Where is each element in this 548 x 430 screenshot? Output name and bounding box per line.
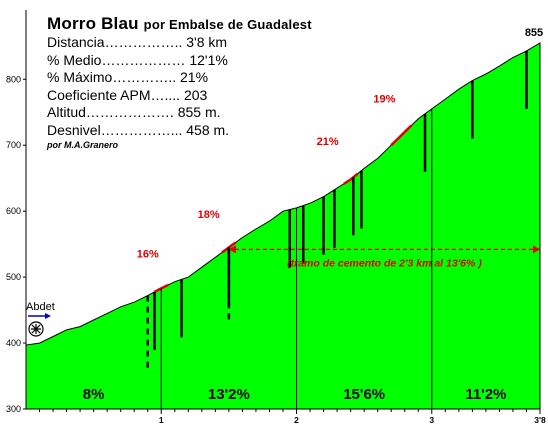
author-credit: por M.A.Granero	[47, 140, 119, 150]
stat-altitude: Altitud………………. 855 m.	[47, 104, 221, 120]
start-label: Abdet	[26, 301, 55, 313]
plot-area: (tramo de cemento de 2'3 km al 13'6% )16…	[6, 10, 546, 425]
slope-label-1: 16%	[137, 248, 159, 260]
steep-segment-3	[343, 172, 359, 185]
x-tick-label-3: 3'8	[534, 415, 546, 425]
route-name: Morro Blau	[47, 14, 139, 33]
start-point-icon-cross	[31, 324, 41, 334]
slope-label-2: 18%	[198, 209, 220, 221]
stat-max-grade: % Máximo………….. 21%	[47, 69, 209, 85]
start-arrow-head	[45, 313, 51, 319]
route-title: Morro Blau por Embalse de Guadalest	[47, 14, 312, 34]
peak-altitude-label: 855	[525, 27, 543, 39]
y-tick-label-600: 600	[6, 206, 21, 216]
stat-distance: Distancia…………….. 3'8 km	[47, 34, 228, 50]
slope-label-3: 21%	[317, 136, 339, 148]
stat-average-grade: % Medio……………… 12'1%	[47, 51, 228, 68]
segment-grade-1: 8%	[83, 386, 105, 403]
segment-grade-4: 11'2%	[465, 386, 506, 403]
y-tick-label-300: 300	[6, 404, 21, 414]
slope-label-4: 19%	[373, 93, 395, 105]
cement-note: (tramo de cemento de 2'3 km al 13'6% )	[287, 257, 482, 269]
route-info-panel: Morro Blau por Embalse de Guadalest Dist…	[47, 14, 312, 150]
route-subtitle: por Embalse de Guadalest	[143, 17, 312, 32]
y-tick-label-500: 500	[6, 272, 21, 282]
stat-apm-coefficient: Coeficiente APM….... 203	[47, 86, 208, 103]
segment-grade-2: 13'2%	[208, 386, 250, 403]
cement-arrow-right-head	[533, 245, 540, 254]
x-tick-label-2: 3	[429, 415, 434, 425]
steep-segment-1	[153, 283, 169, 294]
cement-arrow-left-head	[228, 245, 236, 254]
steep-segment-2	[221, 241, 237, 254]
y-tick-label-700: 700	[6, 140, 21, 150]
x-tick-label-0: 1	[159, 415, 164, 425]
x-tick-label-1: 2	[294, 415, 299, 425]
stat-elevation-gain: Desnivel……………... 458 m.	[47, 121, 230, 138]
steep-segment-4	[390, 124, 413, 147]
y-tick-label-800: 800	[6, 74, 21, 84]
segment-grade-3: 15'6%	[343, 386, 385, 403]
y-tick-label-400: 400	[6, 338, 21, 348]
